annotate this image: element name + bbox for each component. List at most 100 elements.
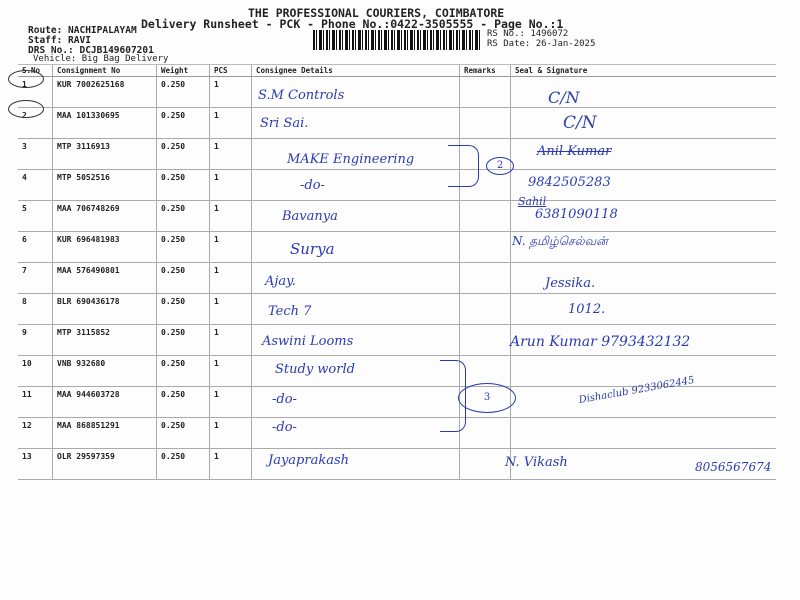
rs-date: RS Date: 26-Jan-2025 (487, 39, 596, 49)
hw-consignee: Aswini Looms (262, 334, 354, 349)
hw-signature: C/N (548, 88, 580, 107)
cell-sno: 4 (18, 169, 53, 201)
route: Route: NACHIPALAYAM (28, 25, 137, 36)
table-row: 9 MTP 3115852 0.250 1 (18, 324, 776, 356)
cell-pcs: 1 (209, 76, 252, 108)
cell-blank (459, 76, 511, 108)
table-row: 5 MAA 706748269 0.250 1 (18, 200, 776, 232)
cell-pcs: 1 (209, 107, 252, 139)
cell-pcs: 1 (209, 417, 252, 449)
cell-consignment: VNB 932680 (52, 355, 157, 387)
cell-sno: 9 (18, 324, 53, 356)
cell-weight: 0.250 (156, 231, 210, 263)
col-seal: Seal & Signature (510, 64, 776, 77)
hw-consignee: Tech 7 (268, 304, 312, 319)
hw-signature: N. Vikash (505, 455, 568, 470)
cell-pcs: 1 (209, 324, 252, 356)
cell-blank (251, 200, 460, 232)
table-row: 4 MTP 5052516 0.250 1 (18, 169, 776, 201)
cell-consignment: MAA 706748269 (52, 200, 157, 232)
rs-number: RS No.: 1496072 (487, 29, 569, 39)
cell-pcs: 1 (209, 200, 252, 232)
cell-weight: 0.250 (156, 76, 210, 108)
cell-sno: 13 (18, 448, 53, 480)
group-brace (448, 145, 479, 187)
vehicle: Vehicle: Big Bag Delivery (33, 54, 169, 64)
cell-blank (459, 231, 511, 263)
cell-blank (510, 324, 776, 356)
hw-signature: Arun Kumar 9793432132 (510, 334, 691, 350)
col-pcs: PCS (209, 64, 252, 77)
cell-consignment: OLR 29597359 (52, 448, 157, 480)
cell-blank (459, 324, 511, 356)
cell-weight: 0.250 (156, 293, 210, 325)
cell-weight: 0.250 (156, 107, 210, 139)
table-row: 3 MTP 3116913 0.250 1 (18, 138, 776, 170)
cell-blank (251, 355, 460, 387)
cell-weight: 0.250 (156, 138, 210, 170)
cell-blank (510, 355, 776, 387)
cell-sno: 10 (18, 355, 53, 387)
cell-sno: 12 (18, 417, 53, 449)
runsheet-subtitle: Delivery Runsheet - PCK - Phone No.:0422… (141, 17, 564, 31)
table-row: 13 OLR 29597359 0.250 1 (18, 448, 776, 480)
cell-blank (459, 448, 511, 480)
group-mark: 2 (486, 157, 514, 175)
cell-blank (510, 386, 776, 418)
cell-blank (251, 293, 460, 325)
cell-pcs: 1 (209, 169, 252, 201)
cell-pcs: 1 (209, 293, 252, 325)
table-row: 7 MAA 576490801 0.250 1 (18, 262, 776, 294)
cell-blank (251, 231, 460, 263)
cell-sno: 5 (18, 200, 53, 232)
cell-blank (251, 324, 460, 356)
cell-consignment: MTP 3115852 (52, 324, 157, 356)
table-row: 10 VNB 932680 0.250 1 (18, 355, 776, 387)
table-row: 1 KUR 7002625168 0.250 1 (18, 76, 776, 108)
cell-blank (510, 262, 776, 294)
sno-circle-mark (8, 70, 44, 88)
cell-blank (251, 448, 460, 480)
cell-sno: 6 (18, 231, 53, 263)
cell-blank (251, 169, 460, 201)
cell-blank (510, 231, 776, 263)
hw-consignee: -do- (272, 420, 297, 435)
staff: Staff: RAVI (28, 35, 91, 46)
table-row: 11 MAA 944603728 0.250 1 (18, 386, 776, 418)
cell-consignment: MAA 101330695 (52, 107, 157, 139)
cell-weight: 0.250 (156, 417, 210, 449)
cell-blank (251, 76, 460, 108)
cell-blank (459, 262, 511, 294)
hw-consignee: -do- (272, 392, 297, 407)
group-mark: 3 (458, 383, 516, 413)
cell-blank (251, 417, 460, 449)
hw-consignee: Study world (275, 362, 355, 377)
col-remarks: Remarks (459, 64, 511, 77)
cell-blank (510, 200, 776, 232)
barcode (313, 30, 481, 50)
cell-blank (459, 417, 511, 449)
sno-circle-mark (8, 100, 44, 118)
table-row: 2 MAA 101330695 0.250 1 (18, 107, 776, 139)
hw-signature: N. தமிழ்செல்வன் (512, 234, 608, 248)
hw-signature: 9842505283 (528, 175, 611, 190)
cell-blank (510, 138, 776, 170)
cell-pcs: 1 (209, 355, 252, 387)
cell-pcs: 1 (209, 262, 252, 294)
hw-signature: Sahil (518, 195, 547, 208)
cell-blank (251, 386, 460, 418)
cell-weight: 0.250 (156, 355, 210, 387)
cell-weight: 0.250 (156, 169, 210, 201)
cell-consignment: MTP 5052516 (52, 169, 157, 201)
cell-blank (510, 169, 776, 201)
cell-blank (510, 417, 776, 449)
drs-number: DRS No.: DCJB149607201 (28, 45, 154, 56)
table-row: 12 MAA 868851291 0.250 1 (18, 417, 776, 449)
table-header: S.No Consignment No Weight PCS Consignee… (18, 64, 776, 77)
hw-consignee: Bavanya (282, 209, 338, 224)
col-consignment: Consignment No (52, 64, 157, 77)
cell-consignment: KUR 7002625168 (52, 76, 157, 108)
cell-blank (251, 107, 460, 139)
cell-pcs: 1 (209, 448, 252, 480)
hw-signature: 1012. (568, 302, 606, 317)
